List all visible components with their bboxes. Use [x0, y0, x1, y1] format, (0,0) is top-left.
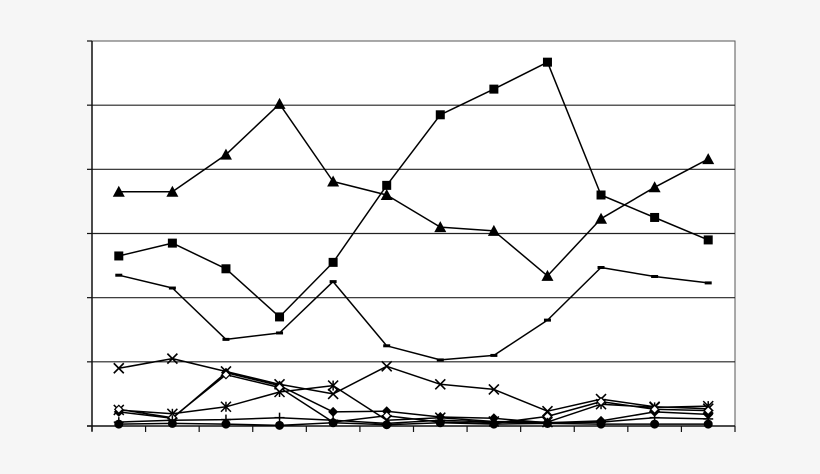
triangle-marker [434, 221, 447, 233]
triangle-marker [219, 148, 232, 160]
square-marker [542, 57, 552, 67]
dash-marker [115, 273, 123, 277]
dash-marker [597, 266, 605, 270]
square-marker [328, 257, 338, 267]
x-marker [381, 360, 393, 372]
square-marker [650, 212, 660, 222]
series-line-9 [118, 422, 709, 427]
series-line-8 [118, 416, 709, 425]
circle-marker [650, 419, 660, 429]
diamond-marker [328, 406, 339, 417]
circle-marker [167, 418, 177, 428]
square-marker [275, 312, 285, 322]
square-marker [221, 264, 231, 274]
series-line-1 [118, 103, 709, 277]
triangle-marker [487, 224, 500, 236]
triangle-marker [380, 189, 393, 200]
series-line-4 [118, 357, 709, 412]
dash-marker [490, 353, 498, 357]
circle-marker [435, 418, 445, 428]
triangle-marker [541, 269, 554, 281]
x-marker [488, 383, 500, 395]
circle-marker [275, 420, 285, 430]
open-diamond-marker [113, 404, 124, 415]
circle-marker [596, 419, 606, 429]
triangle-marker [273, 97, 286, 109]
open-diamond-marker [596, 396, 606, 407]
dash-marker [704, 281, 712, 285]
x-marker [541, 405, 554, 417]
x-marker [327, 388, 339, 400]
triangle-marker [327, 175, 340, 187]
square-marker [382, 180, 392, 190]
circle-marker [703, 419, 713, 429]
series-line-7 [118, 373, 709, 425]
triangle-marker [166, 185, 179, 197]
dash-marker [329, 280, 337, 284]
dash-marker [383, 344, 391, 348]
series-line-6 [118, 371, 709, 424]
open-diamond-marker [221, 369, 231, 380]
square-marker [489, 84, 499, 94]
star-marker [220, 401, 232, 413]
triangle-marker [595, 212, 608, 224]
circle-marker [542, 418, 552, 428]
square-marker [114, 251, 124, 261]
dash-marker [276, 331, 284, 335]
triangle-marker [112, 185, 125, 197]
star-marker [327, 380, 339, 392]
circle-marker [489, 419, 499, 429]
series-line-2 [118, 61, 709, 318]
dash-marker [222, 337, 230, 341]
dash-marker [543, 318, 551, 322]
open-diamond-marker [274, 382, 285, 393]
x-marker [113, 362, 125, 374]
dash-marker [651, 274, 659, 278]
circle-marker [328, 418, 338, 428]
square-marker [596, 190, 606, 200]
dash-marker [168, 286, 176, 290]
circle-marker [114, 419, 124, 429]
triangle-marker [648, 181, 661, 193]
square-marker [167, 238, 177, 248]
circle-marker [382, 420, 392, 430]
dash-marker [436, 358, 444, 362]
x-marker [434, 378, 446, 390]
square-marker [703, 235, 713, 245]
series-line-3 [118, 266, 709, 361]
triangle-marker [702, 153, 715, 165]
circle-marker [221, 419, 231, 429]
square-marker [435, 110, 445, 120]
x-marker [166, 353, 178, 365]
